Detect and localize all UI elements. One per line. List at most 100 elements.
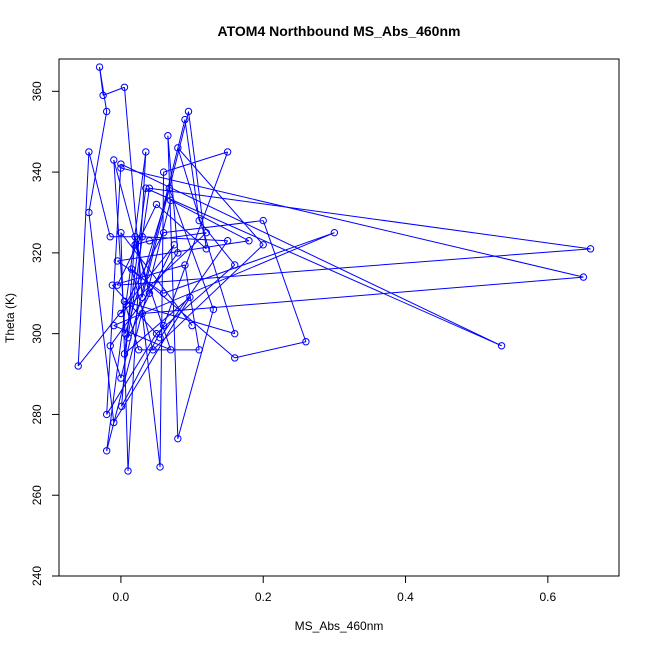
data-point <box>149 346 157 354</box>
series-segment <box>152 244 264 351</box>
x-tick-label: 0.4 <box>397 590 414 604</box>
data-point <box>186 293 194 302</box>
series-segment <box>134 244 172 350</box>
data-point <box>120 83 129 91</box>
y-axis-label: Theta (K) <box>3 293 17 343</box>
data-point <box>152 200 161 209</box>
series-lines <box>77 66 591 472</box>
data-point <box>245 237 253 245</box>
data-point <box>302 338 310 346</box>
y-tick-label: 340 <box>30 162 44 182</box>
data-point <box>497 342 506 350</box>
data-point <box>142 184 150 192</box>
data-point <box>117 309 125 318</box>
series-segment <box>159 240 229 338</box>
series-segment <box>120 167 584 278</box>
series-segment <box>168 188 214 310</box>
y-tick-label: 320 <box>30 243 44 263</box>
data-point <box>159 168 168 176</box>
series-segment <box>120 232 193 326</box>
data-point <box>145 289 154 297</box>
data-point <box>181 261 189 269</box>
data-point <box>102 447 111 455</box>
data-point <box>142 148 150 156</box>
data-point <box>145 237 154 245</box>
data-point <box>117 374 125 382</box>
series-segment <box>184 119 200 221</box>
series-segment <box>117 248 591 286</box>
data-point <box>85 208 93 217</box>
y-tick-label: 280 <box>30 404 44 424</box>
data-point <box>259 241 267 249</box>
data-point <box>209 305 218 314</box>
data-point <box>124 333 132 342</box>
series-segment <box>111 284 161 339</box>
series-segment <box>262 220 307 342</box>
series-segment <box>124 300 235 335</box>
data-point <box>145 184 154 192</box>
data-point <box>120 350 129 358</box>
data-point <box>188 321 196 330</box>
data-point <box>195 346 203 354</box>
data-point <box>110 321 118 330</box>
series-segment <box>77 244 175 367</box>
data-point <box>113 257 122 265</box>
series-segment <box>156 264 236 335</box>
data-point <box>223 237 232 245</box>
data-point <box>167 346 175 354</box>
x-tick-label: 0.2 <box>255 590 272 604</box>
series-segment <box>177 147 264 246</box>
data-point <box>159 321 168 330</box>
data-point <box>330 228 339 237</box>
series-segment <box>113 232 335 327</box>
series-segment <box>120 232 165 314</box>
series-segment <box>120 232 207 314</box>
chart-title: ATOM4 Northbound MS_Abs_460nm <box>218 23 461 39</box>
data-point <box>156 333 164 342</box>
series-segment <box>99 67 104 96</box>
series-segment <box>77 151 90 366</box>
y-axis: 240 260 280 300 320 340 360 <box>30 81 60 586</box>
x-axis: 0.0 0.2 0.4 0.6 <box>113 575 557 604</box>
series-segment <box>167 135 179 253</box>
data-point <box>159 289 168 297</box>
data-point <box>138 233 146 241</box>
data-point <box>102 107 111 116</box>
y-tick-label: 260 <box>30 485 44 505</box>
data-point <box>117 164 125 172</box>
series-segment <box>109 252 179 347</box>
data-point <box>110 418 118 427</box>
data-point <box>174 434 182 443</box>
data-point <box>106 342 114 350</box>
series-segment <box>177 147 236 334</box>
series-segment <box>170 199 250 242</box>
series-segment <box>163 220 264 234</box>
series-segment <box>159 172 165 467</box>
data-point <box>202 245 210 253</box>
data-point <box>174 144 182 152</box>
data-point <box>102 410 111 419</box>
data-point <box>174 249 182 257</box>
data-point <box>231 354 239 362</box>
series-segment <box>234 341 307 359</box>
data-point <box>120 297 129 306</box>
data-point <box>164 132 172 140</box>
data-point <box>134 346 143 354</box>
data-point <box>156 463 164 471</box>
series-segment <box>145 187 502 347</box>
series-segment <box>184 264 200 350</box>
series-segment <box>177 309 214 439</box>
series-segment <box>127 188 150 338</box>
data-point <box>124 467 132 475</box>
series-segment <box>106 333 157 415</box>
data-point <box>167 196 175 205</box>
data-point <box>138 309 146 318</box>
series-segment <box>88 111 108 213</box>
series-segment <box>88 151 111 237</box>
y-tick-label: 360 <box>30 81 44 101</box>
series-segment <box>120 119 186 379</box>
series-segment <box>102 86 125 96</box>
data-point <box>165 184 173 192</box>
data-point <box>231 261 239 269</box>
